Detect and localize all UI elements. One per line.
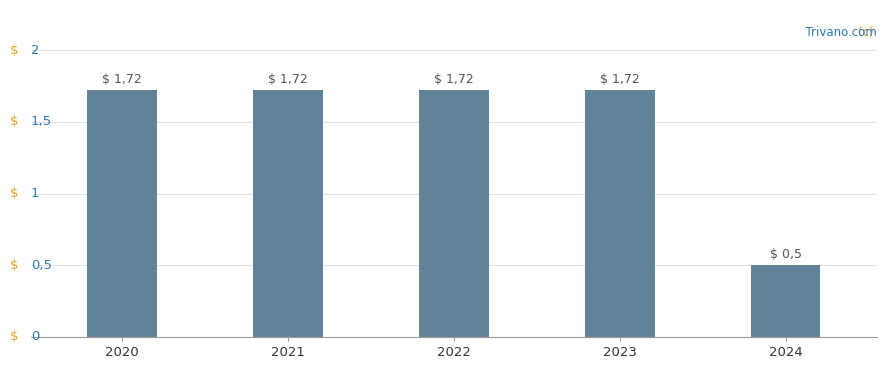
Text: 0,5: 0,5 — [31, 259, 52, 272]
Text: $: $ — [10, 115, 22, 128]
Bar — [585, 90, 654, 337]
Text: $: $ — [10, 259, 22, 272]
Bar — [87, 90, 157, 337]
Text: 1: 1 — [31, 187, 39, 200]
Bar — [750, 265, 821, 337]
Text: $ 1,72: $ 1,72 — [102, 73, 142, 86]
Text: $ 0,5: $ 0,5 — [770, 248, 802, 261]
Text: $: $ — [10, 44, 22, 57]
Text: (c): (c) — [858, 26, 876, 39]
Bar — [253, 90, 322, 337]
Text: Trivano.com: Trivano.com — [783, 26, 876, 39]
Text: 1,5: 1,5 — [31, 115, 52, 128]
Text: $: $ — [10, 330, 22, 343]
Text: $ 1,72: $ 1,72 — [600, 73, 639, 86]
Text: $ 1,72: $ 1,72 — [268, 73, 308, 86]
Text: $ 1,72: $ 1,72 — [434, 73, 473, 86]
Text: $: $ — [10, 187, 22, 200]
Bar — [419, 90, 488, 337]
Text: 0: 0 — [31, 330, 39, 343]
Text: 2: 2 — [31, 44, 39, 57]
